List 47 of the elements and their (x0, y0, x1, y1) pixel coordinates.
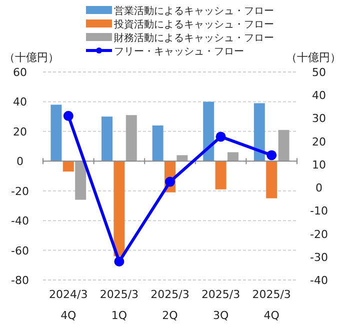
legend-label: 投資活動によるキャッシュ・フロー (113, 18, 274, 30)
bar (215, 161, 226, 190)
bar (266, 161, 278, 198)
x-tick-label: 2025/3 4Q (252, 288, 291, 322)
y2-tick-label: 10 (312, 158, 326, 172)
y-axis-title: （十億円） (4, 51, 59, 64)
bar (126, 115, 137, 162)
y2-tick-label: 30 (312, 112, 326, 126)
bar (254, 103, 265, 162)
legend-label: フリー・キャッシュ・フロー (114, 46, 244, 58)
y-tick-label: -60 (11, 244, 29, 258)
x-tick-label: 2025/3 3Q (201, 288, 240, 322)
y2-tick-label: -30 (310, 250, 328, 264)
y-tick-label: -80 (11, 274, 29, 287)
y-tick-label: 60 (13, 66, 27, 79)
legend-label: 財務活動によるキャッシュ・フロー (114, 32, 274, 44)
bar (50, 104, 62, 162)
bar (176, 155, 188, 162)
bar (152, 125, 164, 162)
y2-tick-label: 0 (316, 182, 322, 195)
bar (278, 130, 290, 162)
y2-tick-label: -40 (310, 274, 328, 287)
y2-tick-label: 20 (312, 135, 326, 148)
bar (62, 161, 74, 172)
x-tick-label: 2025/3 1Q (100, 288, 139, 322)
point (114, 256, 124, 267)
y-tick-label: -20 (11, 184, 29, 198)
bar (203, 102, 214, 162)
bar (114, 161, 125, 256)
bar (228, 152, 238, 162)
y-tick-label: -40 (11, 214, 29, 228)
x-tick-label: 2024/3 4Q (49, 288, 88, 322)
point (266, 150, 277, 160)
point (63, 110, 74, 121)
y2-tick-label: -20 (310, 228, 328, 241)
point (216, 132, 226, 142)
y2-tick-label: 50 (312, 66, 326, 79)
y2-axis-title: （十億円） (286, 51, 341, 64)
legend-label: 営業活動によるキャッシュ・フロー (114, 5, 274, 17)
x-tick-label: 2025/3 2Q (150, 288, 190, 322)
y2-tick-label: -10 (310, 204, 328, 218)
y-tick-label: 40 (13, 96, 27, 109)
bar (75, 161, 86, 200)
y-tick-label: 20 (13, 125, 27, 138)
y2-tick-label: 40 (312, 89, 326, 102)
y-tick-label: 0 (16, 155, 24, 168)
bar (102, 116, 112, 162)
